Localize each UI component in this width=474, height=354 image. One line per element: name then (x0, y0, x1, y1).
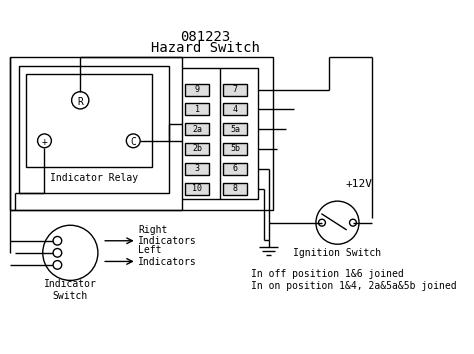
Text: Right
Indicators: Right Indicators (138, 225, 197, 246)
Bar (223, 123, 247, 135)
Bar (223, 103, 247, 115)
Text: 8: 8 (232, 184, 237, 193)
Text: R: R (77, 97, 83, 107)
Bar (18, 66, 169, 193)
Text: 5a: 5a (230, 125, 240, 134)
Text: 081223: 081223 (181, 30, 231, 44)
Bar (10, 57, 273, 210)
Bar (185, 143, 209, 155)
Text: 2a: 2a (192, 125, 202, 134)
Text: Hazard Switch: Hazard Switch (151, 41, 260, 55)
Bar (185, 84, 209, 96)
Text: 9: 9 (194, 85, 200, 94)
Circle shape (127, 134, 140, 148)
Text: 3: 3 (194, 164, 200, 173)
Circle shape (316, 201, 359, 244)
Text: 2b: 2b (192, 144, 202, 154)
Text: 1: 1 (194, 105, 200, 114)
Bar (223, 143, 247, 155)
Text: Ignition Switch: Ignition Switch (293, 248, 382, 258)
Circle shape (72, 92, 89, 109)
Text: In off position 1&6 joined: In off position 1&6 joined (251, 269, 404, 279)
Text: Left
Indicators: Left Indicators (138, 245, 197, 267)
Circle shape (53, 249, 62, 257)
Text: +12V: +12V (346, 179, 373, 189)
Text: 10: 10 (192, 184, 202, 193)
Bar (223, 84, 247, 96)
Text: +: + (42, 137, 47, 147)
Bar (26, 74, 152, 167)
Text: 4: 4 (232, 105, 237, 114)
Bar (185, 123, 209, 135)
Bar (182, 68, 258, 199)
Bar (185, 163, 209, 175)
Text: 6: 6 (232, 164, 237, 173)
Circle shape (319, 219, 326, 226)
Bar (223, 183, 247, 195)
Bar (185, 103, 209, 115)
Bar (223, 163, 247, 175)
Text: 7: 7 (232, 85, 237, 94)
Text: 5b: 5b (230, 144, 240, 154)
Text: In on position 1&4, 2a&5a&5b joined: In on position 1&4, 2a&5a&5b joined (251, 281, 457, 291)
Circle shape (37, 134, 51, 148)
Text: Indicator Relay: Indicator Relay (49, 173, 137, 183)
Bar (185, 183, 209, 195)
Circle shape (53, 236, 62, 245)
Circle shape (53, 261, 62, 269)
Circle shape (349, 219, 356, 226)
Text: Indicator
Switch: Indicator Switch (44, 279, 97, 301)
Circle shape (43, 225, 98, 280)
Text: C: C (130, 137, 136, 147)
